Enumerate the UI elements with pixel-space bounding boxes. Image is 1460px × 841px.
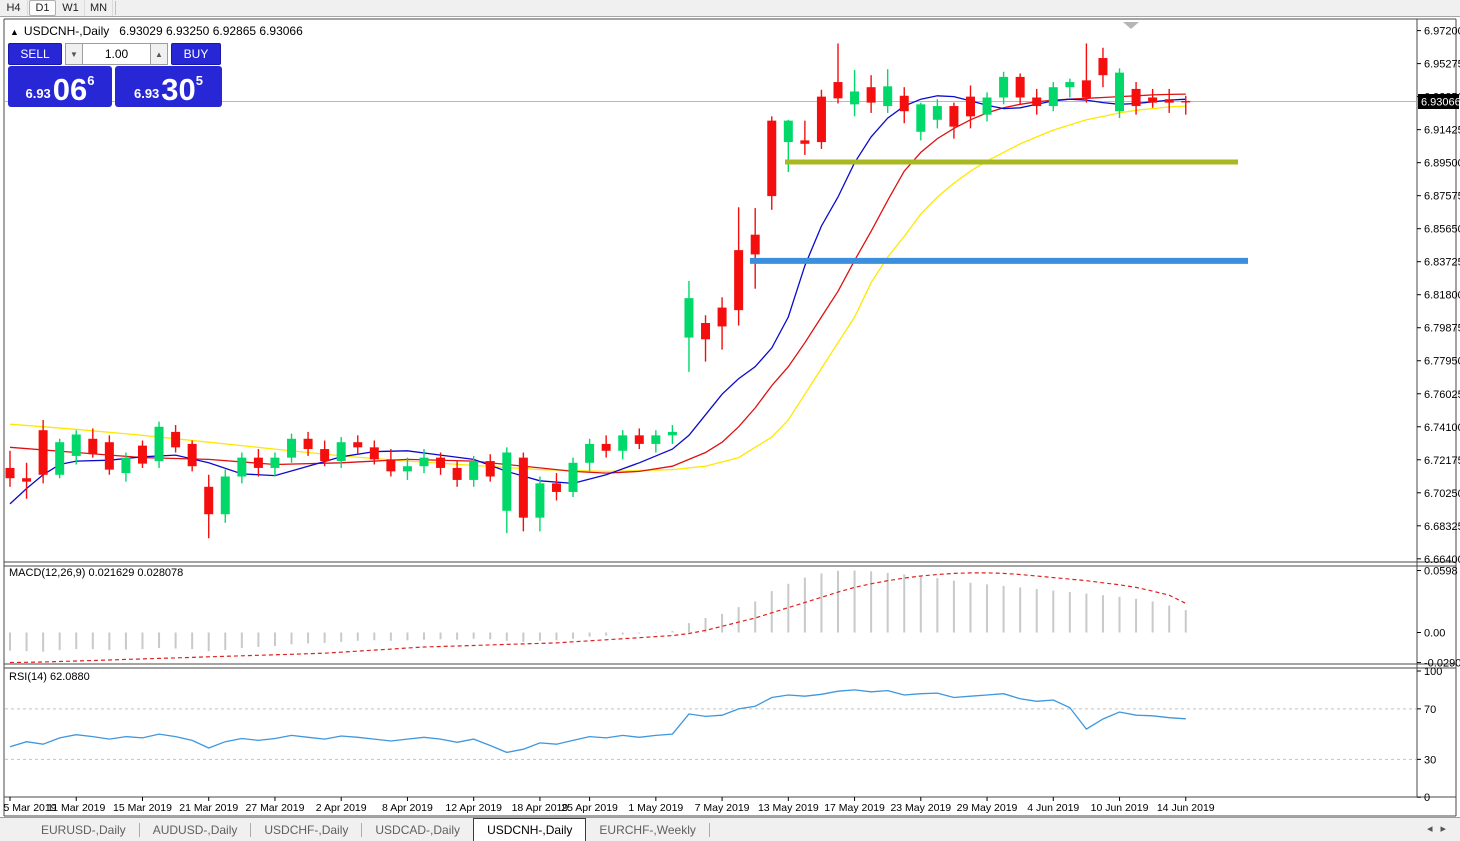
macd-signal-line bbox=[9, 572, 1187, 664]
svg-text:30: 30 bbox=[1424, 754, 1436, 766]
svg-text:7 May 2019: 7 May 2019 bbox=[695, 802, 750, 814]
svg-text:12 Apr 2019: 12 Apr 2019 bbox=[445, 802, 502, 814]
svg-text:6.76025: 6.76025 bbox=[1424, 389, 1460, 401]
toolbar-separator bbox=[115, 1, 116, 15]
svg-text:10 Jun 2019: 10 Jun 2019 bbox=[1091, 802, 1149, 814]
candlesticks bbox=[5, 43, 1191, 539]
timeframe-button-w1[interactable]: W1 bbox=[57, 0, 85, 16]
triangle-up-icon: ▲ bbox=[155, 49, 163, 59]
tab-usdcad-daily[interactable]: USDCAD-,Daily bbox=[375, 822, 461, 837]
shift-marker-icon bbox=[1123, 22, 1139, 29]
collapse-triangle-icon[interactable]: ▲ bbox=[10, 27, 19, 37]
svg-text:6.93066: 6.93066 bbox=[1421, 97, 1460, 109]
ma-slow-yellow bbox=[9, 105, 1186, 473]
chart-tab-bar: EURUSD-,Daily AUDUSD-,Daily USDCHF-,Dail… bbox=[0, 817, 1460, 841]
svg-text:0.0598: 0.0598 bbox=[1424, 566, 1458, 578]
sell-price-prefix: 6.93 bbox=[25, 86, 51, 101]
ma-fast-blue bbox=[9, 95, 1186, 505]
tab-usdchf-daily[interactable]: USDCHF-,Daily bbox=[264, 822, 349, 837]
svg-text:15 Mar 2019: 15 Mar 2019 bbox=[113, 802, 172, 814]
sell-button[interactable]: SELL bbox=[8, 43, 62, 65]
svg-text:6.83725: 6.83725 bbox=[1424, 257, 1460, 269]
rsi-indicator-label: RSI(14) 62.0880 bbox=[9, 671, 90, 683]
timeframe-button-mn[interactable]: MN bbox=[85, 0, 113, 16]
svg-text:6.72175: 6.72175 bbox=[1424, 455, 1460, 467]
svg-text:6.70250: 6.70250 bbox=[1424, 488, 1460, 500]
svg-text:6.87575: 6.87575 bbox=[1424, 191, 1460, 203]
svg-text:6.81800: 6.81800 bbox=[1424, 290, 1460, 302]
svg-text:6.91425: 6.91425 bbox=[1424, 125, 1460, 137]
tab-audusd-daily[interactable]: AUDUSD-,Daily bbox=[152, 822, 238, 837]
svg-text:0: 0 bbox=[1424, 792, 1430, 804]
timeframe-button-h4[interactable]: H4 bbox=[0, 0, 28, 16]
svg-text:17 May 2019: 17 May 2019 bbox=[824, 802, 885, 814]
timeframe-toolbar: H4 D1 W1 MN bbox=[0, 0, 1460, 17]
volume-increase-button[interactable]: ▲ bbox=[150, 43, 168, 65]
svg-text:70: 70 bbox=[1424, 704, 1436, 716]
tab-usdcnh-daily-active[interactable]: USDCNH-,Daily bbox=[473, 818, 587, 841]
scroll-right-icon[interactable]: ▸ bbox=[1440, 823, 1454, 835]
buy-price-sup: 5 bbox=[195, 73, 204, 88]
svg-text:21 Mar 2019: 21 Mar 2019 bbox=[179, 802, 238, 814]
svg-text:6.77950: 6.77950 bbox=[1424, 356, 1460, 368]
tab-eurusd-daily[interactable]: EURUSD-,Daily bbox=[41, 822, 126, 837]
rsi-line bbox=[9, 689, 1186, 754]
svg-text:6.68325: 6.68325 bbox=[1424, 521, 1460, 533]
svg-text:0.00: 0.00 bbox=[1424, 628, 1445, 640]
svg-text:6.89500: 6.89500 bbox=[1424, 158, 1460, 170]
rsi-levels bbox=[5, 708, 1416, 760]
current-price-label: 6.93066 bbox=[1418, 94, 1460, 109]
svg-text:-0.029045: -0.029045 bbox=[1424, 658, 1460, 670]
svg-text:6.74100: 6.74100 bbox=[1424, 422, 1460, 434]
macd-histogram bbox=[9, 570, 1187, 652]
svg-text:1 May 2019: 1 May 2019 bbox=[628, 802, 683, 814]
buy-price-panel[interactable]: 6.93 30 5 bbox=[115, 66, 222, 107]
symbol-name: USDCNH-,Daily bbox=[23, 24, 110, 38]
tab-scroll-arrows[interactable]: ◂▸ bbox=[1427, 822, 1454, 835]
svg-text:18 Apr 2019: 18 Apr 2019 bbox=[512, 802, 569, 814]
ohlc-values: 6.93029 6.93250 6.92865 6.93066 bbox=[119, 24, 303, 38]
macd-indicator-label: MACD(12,26,9) 0.021629 0.028078 bbox=[9, 567, 184, 579]
svg-text:6.95275: 6.95275 bbox=[1424, 59, 1460, 71]
macd-scale: 0.0598 0.00 -0.029045 bbox=[1417, 566, 1460, 670]
svg-text:25 Apr 2019: 25 Apr 2019 bbox=[561, 802, 618, 814]
ma-mid-red bbox=[9, 93, 1186, 474]
tab-eurchf-weekly[interactable]: EURCHF-,Weekly bbox=[599, 822, 696, 837]
svg-text:5 Mar 2019: 5 Mar 2019 bbox=[3, 802, 56, 814]
svg-text:13 May 2019: 13 May 2019 bbox=[758, 802, 819, 814]
sell-price-big: 06 bbox=[52, 72, 88, 107]
svg-text:4 Jun 2019: 4 Jun 2019 bbox=[1027, 802, 1079, 814]
triangle-down-icon: ▼ bbox=[70, 49, 78, 59]
panel-frames bbox=[3, 18, 1457, 817]
svg-text:23 May 2019: 23 May 2019 bbox=[890, 802, 951, 814]
buy-price-prefix: 6.93 bbox=[133, 86, 160, 101]
svg-text:6.97200: 6.97200 bbox=[1424, 26, 1460, 38]
volume-input[interactable] bbox=[83, 43, 150, 65]
svg-text:6.79875: 6.79875 bbox=[1424, 323, 1460, 335]
svg-text:11 Mar 2019: 11 Mar 2019 bbox=[47, 802, 105, 814]
sell-price-sup: 6 bbox=[87, 73, 95, 88]
buy-button[interactable]: BUY bbox=[171, 43, 221, 65]
scroll-left-icon[interactable]: ◂ bbox=[1426, 823, 1441, 835]
sell-price-panel[interactable]: 6.93 06 6 bbox=[8, 66, 112, 107]
svg-text:27 Mar 2019: 27 Mar 2019 bbox=[245, 802, 304, 814]
svg-text:2 Apr 2019: 2 Apr 2019 bbox=[316, 802, 367, 814]
volume-decrease-button[interactable]: ▼ bbox=[65, 43, 83, 65]
svg-text:6.66400: 6.66400 bbox=[1424, 554, 1460, 566]
rsi-scale: 100 70 30 0 bbox=[1417, 666, 1442, 804]
timeframe-button-d1[interactable]: D1 bbox=[29, 0, 56, 16]
svg-text:100: 100 bbox=[1424, 666, 1442, 678]
svg-text:14 Jun 2019: 14 Jun 2019 bbox=[1157, 802, 1215, 814]
svg-text:8 Apr 2019: 8 Apr 2019 bbox=[382, 802, 433, 814]
chart-title: ▲ USDCNH-,Daily 6.93029 6.93250 6.92865 6.… bbox=[10, 24, 303, 38]
buy-price-big: 30 bbox=[161, 72, 196, 107]
svg-text:6.85650: 6.85650 bbox=[1424, 224, 1460, 236]
svg-text:29 May 2019: 29 May 2019 bbox=[957, 802, 1018, 814]
